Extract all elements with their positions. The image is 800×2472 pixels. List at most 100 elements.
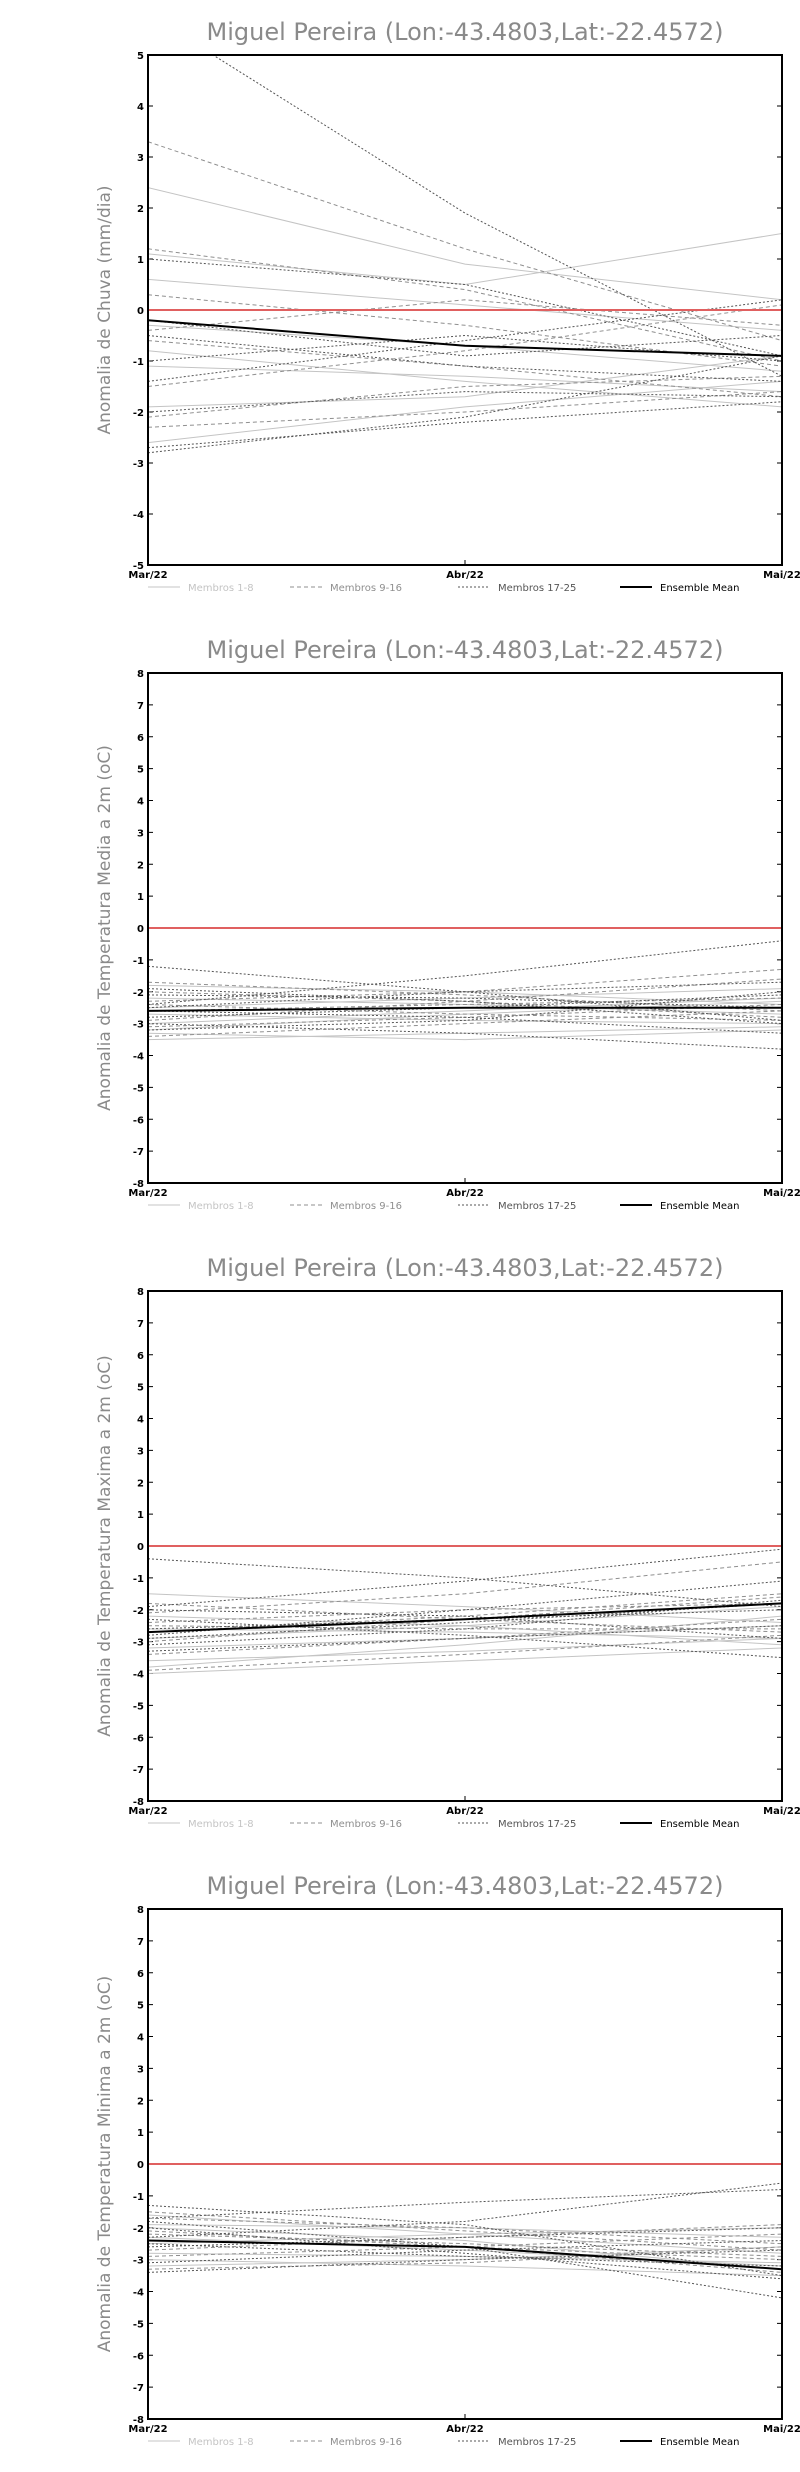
member-line-24 bbox=[148, 1010, 782, 1034]
y-tick-label: 2 bbox=[137, 860, 144, 871]
y-tick-label: 2 bbox=[137, 2096, 144, 2107]
member-line-19 bbox=[148, 1023, 782, 1050]
y-tick-label: 7 bbox=[137, 1319, 144, 1330]
y-tick-label: -7 bbox=[133, 1765, 144, 1776]
member-line-10 bbox=[148, 248, 782, 362]
member-line-17 bbox=[148, 1558, 782, 1608]
y-tick-label: 7 bbox=[137, 701, 144, 712]
y-tick-label: -4 bbox=[133, 2288, 144, 2299]
y-tick-label: 0 bbox=[137, 2160, 144, 2171]
member-line-22 bbox=[148, 2227, 782, 2280]
member-line-14 bbox=[148, 2211, 782, 2251]
y-tick-label: -7 bbox=[133, 1147, 144, 1158]
y-tick-label: 0 bbox=[137, 306, 144, 317]
member-line-13 bbox=[148, 1593, 782, 1633]
series-group bbox=[148, 1548, 782, 1674]
member-line-14 bbox=[148, 340, 782, 398]
y-tick-label: -1 bbox=[133, 956, 144, 967]
member-line-13 bbox=[148, 2246, 782, 2270]
chart-panel-2: Miguel Pereira (Lon:-43.4803,Lat:-22.457… bbox=[95, 636, 800, 1212]
y-tick-label: 4 bbox=[137, 797, 144, 808]
member-line-25 bbox=[148, 1602, 782, 1639]
y-tick-label: -4 bbox=[133, 510, 144, 521]
member-line-10 bbox=[148, 1602, 782, 1623]
member-line-7 bbox=[148, 1615, 782, 1646]
chart-title: Miguel Pereira (Lon:-43.4803,Lat:-22.457… bbox=[207, 1872, 724, 1900]
y-tick-label: 6 bbox=[137, 733, 144, 744]
member-line-24 bbox=[148, 355, 782, 454]
x-tick-label: Abr/22 bbox=[446, 570, 483, 581]
y-tick-label: -7 bbox=[133, 2383, 144, 2394]
y-tick-label: 1 bbox=[137, 255, 144, 266]
y-tick-label: 5 bbox=[137, 51, 144, 62]
member-line-13 bbox=[148, 997, 782, 1012]
member-line-16 bbox=[148, 391, 782, 428]
member-line-5 bbox=[148, 355, 782, 408]
member-line-13 bbox=[148, 375, 782, 418]
member-line-4 bbox=[148, 365, 782, 393]
y-tick-label: -1 bbox=[133, 2192, 144, 2203]
y-tick-label: -5 bbox=[133, 1701, 144, 1712]
member-line-24 bbox=[148, 1609, 782, 1639]
y-tick-label: -1 bbox=[133, 357, 144, 368]
legend-label-2: Membros 9-16 bbox=[330, 1201, 402, 1212]
y-tick-label: 0 bbox=[137, 1542, 144, 1553]
legend-label-4: Ensemble Mean bbox=[660, 1819, 739, 1830]
x-tick-label: Mar/22 bbox=[128, 1806, 167, 1817]
y-tick-label: 7 bbox=[137, 1937, 144, 1948]
y-tick-label: 0 bbox=[137, 924, 144, 935]
y-tick-label: 3 bbox=[137, 2064, 144, 2075]
member-line-20 bbox=[148, 2249, 782, 2273]
member-line-23 bbox=[148, 1625, 782, 1652]
member-line-23 bbox=[148, 988, 782, 1025]
chart-panel-1: Miguel Pereira (Lon:-43.4803,Lat:-22.457… bbox=[95, 18, 800, 594]
member-line-18 bbox=[148, 965, 782, 1021]
member-line-22 bbox=[148, 391, 782, 413]
y-tick-label: 8 bbox=[137, 1905, 144, 1916]
y-axis-label: Anomalia de Chuva (mm/dia) bbox=[95, 185, 115, 434]
member-line-1 bbox=[148, 187, 782, 301]
y-tick-label: 1 bbox=[137, 2128, 144, 2139]
member-line-18 bbox=[148, 2182, 782, 2238]
chart-panel-4: Miguel Pereira (Lon:-43.4803,Lat:-22.457… bbox=[95, 1872, 800, 2448]
legend-label-1: Membros 1-8 bbox=[188, 2437, 254, 2448]
y-axis-label: Anomalia de Temperatura Maxima a 2m (oC) bbox=[95, 1355, 115, 1737]
member-line-3 bbox=[148, 324, 782, 372]
x-tick-label: Mar/22 bbox=[128, 1188, 167, 1199]
legend-label-3: Membros 17-25 bbox=[498, 1201, 576, 1212]
y-tick-label: 4 bbox=[137, 1415, 144, 1426]
x-tick-label: Mai/22 bbox=[763, 570, 800, 581]
member-line-18 bbox=[148, 1618, 782, 1659]
member-line-23 bbox=[148, 2240, 782, 2264]
y-tick-label: 6 bbox=[137, 1351, 144, 1362]
plot-frame bbox=[147, 1908, 783, 2420]
legend-label-3: Membros 17-25 bbox=[498, 1819, 576, 1830]
member-line-15 bbox=[148, 294, 782, 367]
legend-label-1: Membros 1-8 bbox=[188, 583, 254, 594]
x-tick-label: Abr/22 bbox=[446, 2424, 483, 2435]
y-tick-label: 4 bbox=[137, 102, 144, 113]
x-tick-label: Abr/22 bbox=[446, 1806, 483, 1817]
legend-label-4: Ensemble Mean bbox=[660, 2437, 739, 2448]
y-tick-label: -3 bbox=[133, 2256, 144, 2267]
y-tick-label: -8 bbox=[133, 2415, 144, 2426]
series-group bbox=[148, 55, 782, 454]
y-tick-label: -6 bbox=[133, 1733, 144, 1744]
plot-frame bbox=[147, 54, 783, 566]
ensemble-mean-line bbox=[148, 2239, 782, 2271]
member-line-8 bbox=[148, 1029, 782, 1041]
y-tick-label: 5 bbox=[137, 765, 144, 776]
y-tick-label: -2 bbox=[133, 408, 144, 419]
member-line-10 bbox=[148, 1004, 782, 1021]
member-line-15 bbox=[148, 1561, 782, 1614]
y-tick-label: -3 bbox=[133, 1638, 144, 1649]
member-line-2 bbox=[148, 233, 782, 286]
x-tick-label: Mai/22 bbox=[763, 1188, 800, 1199]
y-tick-label: -2 bbox=[133, 1606, 144, 1617]
y-tick-label: 2 bbox=[137, 204, 144, 215]
y-tick-label: -6 bbox=[133, 1115, 144, 1126]
member-line-25 bbox=[148, 299, 782, 382]
member-line-4 bbox=[148, 1593, 782, 1623]
legend-label-4: Ensemble Mean bbox=[660, 583, 739, 594]
